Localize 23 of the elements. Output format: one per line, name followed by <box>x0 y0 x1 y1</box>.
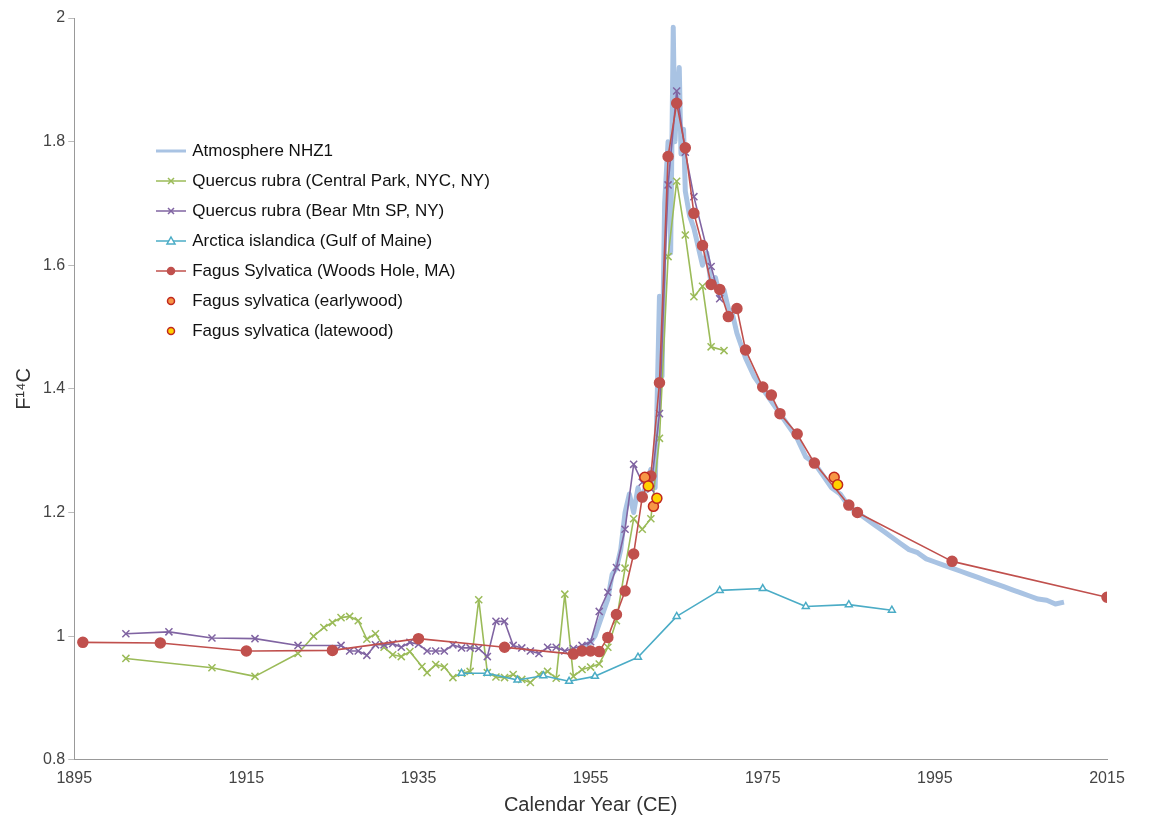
legend-label: Fagus sylvatica (latewood) <box>192 321 394 341</box>
y-axis-title: F¹⁴C <box>11 367 34 410</box>
x-tick-label: 1955 <box>572 768 609 786</box>
y-tick-label: 1.6 <box>42 255 66 273</box>
legend-label: Quercus rubra (Central Park, NYC, NY) <box>192 171 490 191</box>
legend-label: Quercus rubra (Bear Mtn SP, NY) <box>192 201 445 221</box>
x-tick-label: 1975 <box>744 768 781 786</box>
y-tick-label: 1.2 <box>42 502 66 520</box>
x-tick-label: 2015 <box>1089 768 1125 786</box>
x-axis-title: Calendar Year (CE) <box>503 792 678 815</box>
y-tick-label: 0.8 <box>42 750 66 768</box>
y-tick-label: 1.8 <box>42 132 66 150</box>
legend-label: Fagus Sylvatica (Woods Hole, MA) <box>192 261 456 281</box>
x-tick-label: 1915 <box>228 768 265 786</box>
y-tick-label: 2 <box>56 8 66 26</box>
x-tick-label: 1895 <box>56 768 93 786</box>
legend-label: Fagus sylvatica (earlywood) <box>192 291 403 311</box>
x-tick-label: 1995 <box>917 768 953 786</box>
y-tick-label: 1.4 <box>42 379 66 397</box>
y-tick-label: 1 <box>56 626 66 644</box>
legend-label: Arctica islandica (Gulf of Maine) <box>192 231 433 251</box>
x-tick-label: 1935 <box>400 768 437 786</box>
legend-label: Atmosphere NHZ1 <box>192 141 334 161</box>
